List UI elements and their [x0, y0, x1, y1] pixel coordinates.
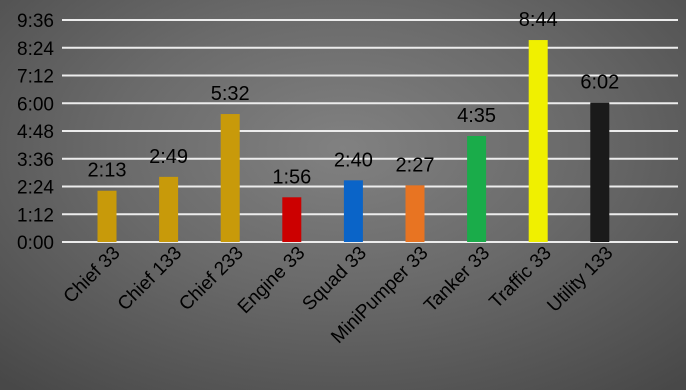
- y-tick-label: 0:00: [17, 233, 54, 254]
- data-label: 8:44: [519, 9, 558, 31]
- bar: [590, 102, 610, 243]
- y-tick-label: 9:36: [17, 11, 54, 32]
- bar: [343, 180, 363, 242]
- bar: [97, 190, 117, 242]
- bar: [405, 185, 425, 242]
- x-tick-label: Engine 33: [234, 243, 309, 318]
- y-tick-label: 4:48: [17, 122, 54, 143]
- data-label: 2:13: [88, 160, 127, 182]
- data-label: 4:35: [457, 105, 496, 127]
- data-label: 2:27: [396, 154, 435, 176]
- bar: [220, 114, 240, 242]
- y-tick-label: 7:12: [17, 67, 54, 88]
- y-tick-label: 3:36: [17, 150, 54, 171]
- data-labels: 2:13 2:49 5:32 1:56 2:40 2:27 4:35 8:44 6:02: [88, 9, 620, 188]
- data-label: 6:02: [580, 71, 619, 93]
- y-tick-label: 6:00: [17, 94, 54, 115]
- bar: [159, 176, 179, 242]
- y-tick-label: 2:24: [17, 178, 54, 199]
- y-axis-ticks: 0:00 1:12 2:24 3:36 4:48 6:00 7:12 8:24 9:36: [17, 11, 54, 254]
- bar: [282, 197, 302, 242]
- y-tick-label: 1:12: [17, 205, 54, 226]
- data-label: 2:49: [149, 146, 188, 168]
- x-tick-label: Chief 133: [114, 243, 186, 315]
- y-tick-label: 8:24: [17, 39, 54, 60]
- data-label: 5:32: [211, 83, 250, 105]
- x-tick-label: Utility 133: [543, 243, 617, 317]
- bar: [467, 136, 487, 242]
- bar: [528, 40, 548, 242]
- gridlines: [62, 19, 678, 243]
- data-label: 1:56: [272, 166, 311, 188]
- bars: [97, 40, 610, 243]
- x-tick-label: Tanker 33: [420, 243, 494, 317]
- data-label: 2:40: [334, 149, 373, 171]
